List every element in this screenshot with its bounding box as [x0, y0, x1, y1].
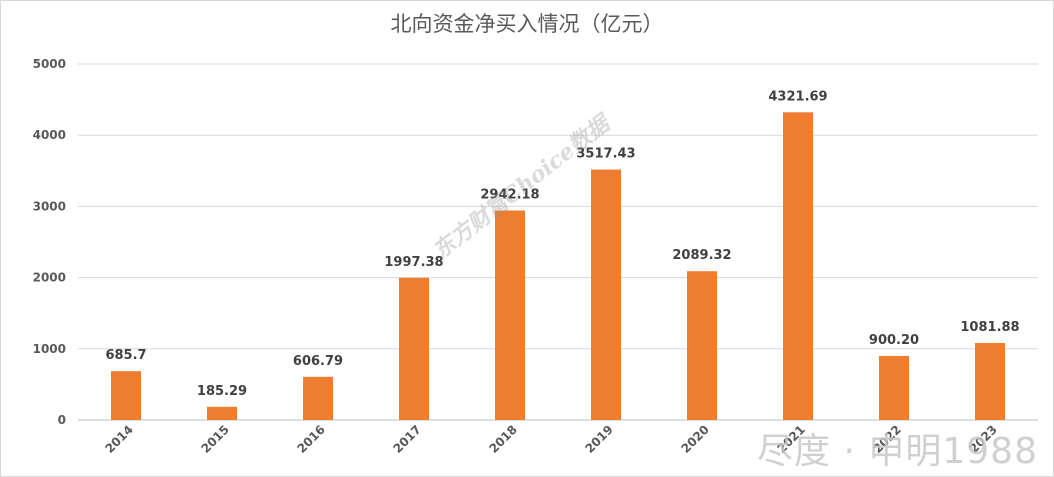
bar [207, 406, 237, 420]
y-tick-label: 0 [58, 413, 66, 427]
chart-title: 北向资金净买入情况（亿元） [390, 12, 664, 36]
x-tick-label: 2018 [486, 422, 520, 456]
y-tick-label: 2000 [33, 271, 66, 285]
data-label: 2942.18 [480, 188, 539, 203]
bar [591, 169, 621, 420]
data-label: 606.79 [293, 354, 343, 369]
bar [303, 376, 333, 420]
data-label: 900.20 [869, 333, 919, 348]
bar [975, 342, 1005, 420]
bar [399, 277, 429, 420]
bar [879, 355, 909, 420]
x-tick-label: 2017 [390, 422, 424, 456]
x-tick-label: 2019 [582, 422, 616, 456]
x-tick-label: 2014 [102, 422, 136, 456]
author-watermark: 尽度 · 申明1988 [757, 431, 1038, 472]
x-tick-label: 2015 [198, 422, 232, 456]
data-label: 1081.88 [960, 320, 1019, 335]
x-tick-label: 2020 [678, 422, 712, 456]
data-label: 2089.32 [672, 248, 731, 263]
y-tick-label: 3000 [33, 199, 66, 213]
data-label: 685.7 [105, 348, 146, 363]
y-tick-label: 1000 [33, 342, 66, 356]
y-tick-label: 5000 [33, 57, 66, 71]
data-label: 1997.38 [384, 255, 443, 270]
data-label: 185.29 [197, 384, 247, 399]
data-label: 4321.69 [768, 89, 827, 104]
y-tick-label: 4000 [33, 128, 66, 142]
x-tick-label: 2016 [294, 422, 328, 456]
bar [687, 271, 717, 420]
data-label: 3517.43 [576, 147, 635, 162]
bar [495, 210, 525, 420]
bar [783, 112, 813, 421]
bar [111, 371, 141, 420]
